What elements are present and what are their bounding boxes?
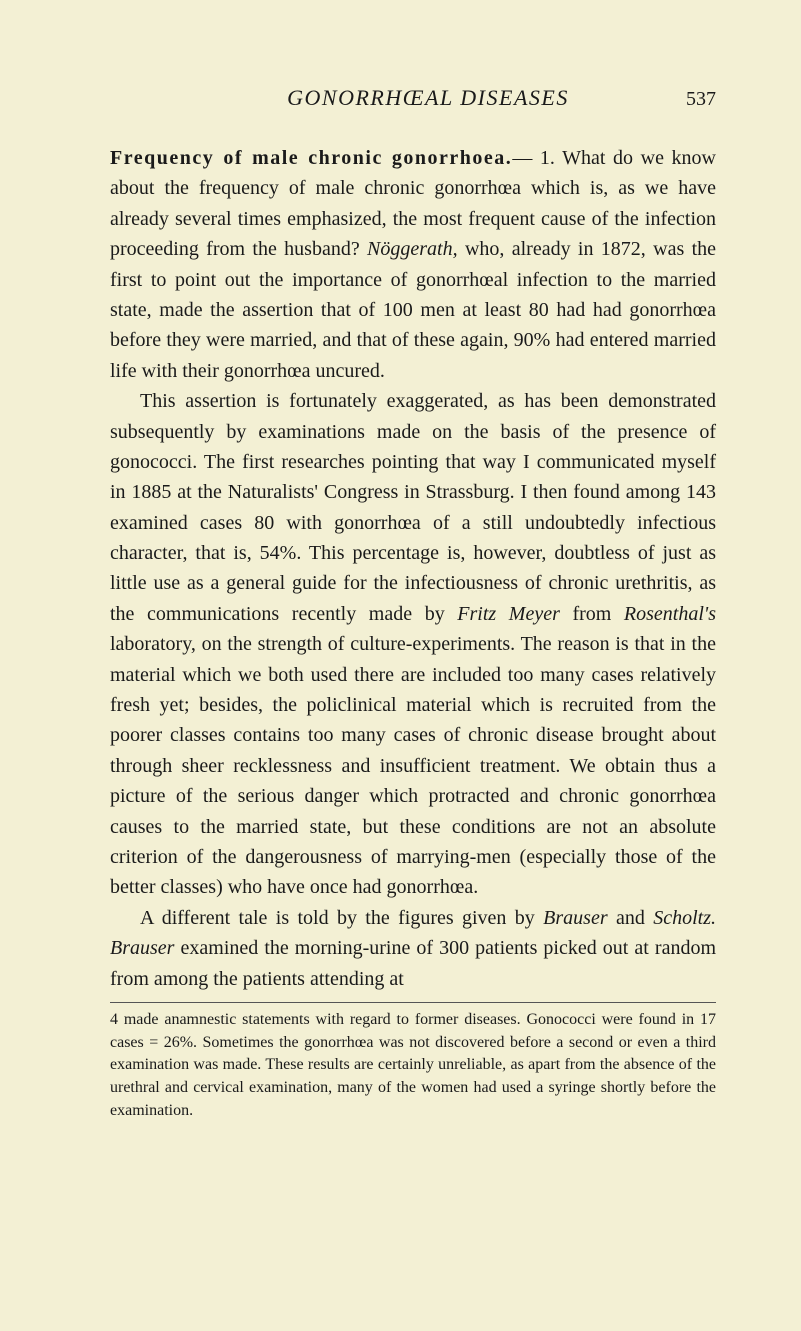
footnote-text: 4 made anamnestic statements with regard… [110,1009,716,1123]
p1-italic-noggerath: Nöggerath, [367,238,458,260]
p3-italic-brauser-1: Brauser [543,907,607,929]
p2-text-c: laboratory, on the strength of culture-e… [110,633,716,898]
footnote-rule [110,1002,716,1003]
running-title: GONORRHŒAL DISEASES [170,85,686,111]
p3-text-d: examined the morning-urine of 300 patien… [110,937,716,989]
p3-text-a: A different tale is told by the figures … [140,907,543,929]
p3-text-b: and [608,907,654,929]
running-header: GONORRHŒAL DISEASES 537 [110,85,716,111]
p3-italic-scholtz: Scholtz. [653,907,716,929]
paragraph-1: Frequency of male chronic gonorrhoea.— 1… [110,143,716,386]
p2-text-b: from [560,603,624,625]
p2-italic-fritz-meyer: Fritz Meyer [457,603,560,625]
p3-italic-brauser-2: Brauser [110,937,174,959]
body-text-block: Frequency of male chronic gonorrhoea.— 1… [110,143,716,994]
paragraph-3: A different tale is told by the figures … [110,903,716,994]
section-heading: Frequency of male chronic gonorrhoea. [110,147,512,169]
page-number: 537 [686,88,716,111]
p2-text-a: This assertion is fortunately exaggerate… [110,390,716,625]
paragraph-2: This assertion is fortunately exaggerate… [110,386,716,903]
p2-italic-rosenthal: Rosenthal's [624,603,716,625]
